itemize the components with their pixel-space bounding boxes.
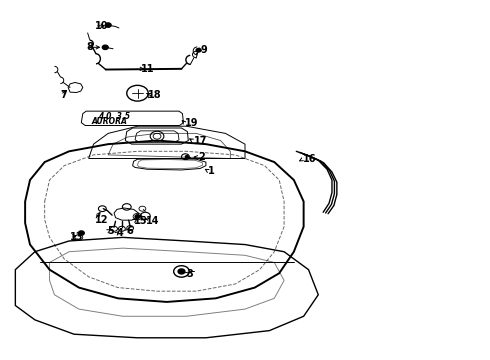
Circle shape — [196, 48, 201, 52]
Text: 11: 11 — [142, 64, 155, 74]
Text: 15: 15 — [134, 216, 147, 226]
Text: 14: 14 — [147, 216, 160, 226]
Text: 6: 6 — [127, 226, 133, 236]
Text: 9: 9 — [200, 45, 207, 55]
Text: 16: 16 — [303, 154, 316, 164]
Text: 4.0  3.5: 4.0 3.5 — [98, 112, 130, 121]
Circle shape — [135, 215, 140, 219]
Text: 18: 18 — [148, 90, 162, 100]
Text: 5: 5 — [107, 226, 114, 236]
Circle shape — [185, 156, 188, 158]
Text: 17: 17 — [194, 136, 207, 146]
Text: 3: 3 — [186, 269, 193, 279]
Text: 1: 1 — [208, 166, 215, 176]
Text: 2: 2 — [198, 152, 205, 162]
Text: 7: 7 — [60, 90, 67, 100]
Text: 19: 19 — [185, 118, 198, 128]
Text: AURORA: AURORA — [91, 117, 127, 126]
Circle shape — [178, 269, 185, 274]
Text: 8: 8 — [86, 42, 93, 52]
Circle shape — [105, 23, 111, 27]
Text: 12: 12 — [95, 215, 108, 225]
Circle shape — [78, 231, 84, 235]
Text: 13: 13 — [70, 232, 84, 242]
Text: 4: 4 — [117, 228, 124, 238]
Text: 10: 10 — [95, 21, 108, 31]
Circle shape — [102, 45, 108, 49]
